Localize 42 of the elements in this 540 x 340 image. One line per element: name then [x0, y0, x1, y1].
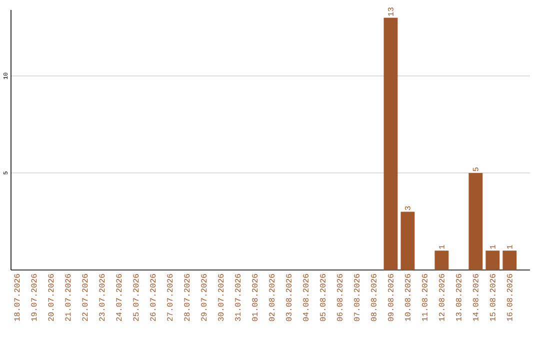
bar: [400, 212, 415, 270]
x-tick-label: 02.08.2026: [269, 274, 274, 322]
data-label: 1: [490, 244, 496, 249]
x-tick-label: 21.07.2026: [65, 274, 71, 321]
data-label: 13: [388, 7, 394, 16]
x-tick-label: 25.07.2026: [133, 274, 139, 321]
bar: [486, 250, 500, 270]
x-tick-label: 03.08.2026: [286, 274, 292, 322]
x-tick-label: 10.08.2026: [404, 274, 410, 321]
x-tick-label: 31.07.2026: [235, 274, 241, 322]
x-tick-label: 11.08.2026: [422, 274, 428, 321]
x-tick-label: 12.08.2026: [438, 274, 444, 321]
x-tick-label: 04.08.2026: [303, 274, 308, 322]
x-tick-label: 08.08.2026: [371, 274, 376, 322]
x-tick-label: 19.07.2026: [31, 274, 37, 321]
x-tick-label: 07.08.2026: [354, 274, 360, 322]
bar: [502, 250, 517, 270]
x-tick-label: 23.07.2026: [99, 274, 105, 321]
x-tick-label: 20.07.2026: [48, 274, 54, 321]
x-tick-label: 28.07.2026: [184, 274, 190, 321]
data-label: 1: [439, 244, 444, 249]
x-tick-label: 30.07.2026: [218, 274, 224, 322]
x-tick-label: 15.08.2026: [490, 274, 496, 321]
bar: [384, 18, 398, 270]
x-tick-label: 09.08.2026: [388, 274, 394, 322]
x-tick-label: 24.07.2026: [116, 274, 122, 321]
data-label: 3: [404, 206, 410, 210]
x-tick-label: 14.08.2026: [472, 274, 478, 321]
x-tick-label: 27.07.2026: [167, 274, 173, 321]
bar: [434, 250, 449, 270]
x-tick-label: 01.08.2026: [252, 274, 258, 322]
bar: [468, 172, 483, 270]
x-tick-label: 18.07.2026: [14, 274, 20, 321]
x-tick-label: 13.08.2026: [456, 274, 462, 321]
data-label: 1: [506, 244, 512, 249]
data-label: 5: [472, 167, 478, 172]
x-tick-label: 29.07.2026: [201, 274, 207, 321]
x-tick-label: 22.07.2026: [82, 274, 88, 321]
x-tick-label: 26.07.2026: [150, 274, 156, 321]
x-tick-label: 05.08.2026: [320, 274, 326, 322]
x-tick-label: 06.08.2026: [337, 274, 342, 322]
x-tick-label: 16.08.2026: [506, 274, 512, 321]
